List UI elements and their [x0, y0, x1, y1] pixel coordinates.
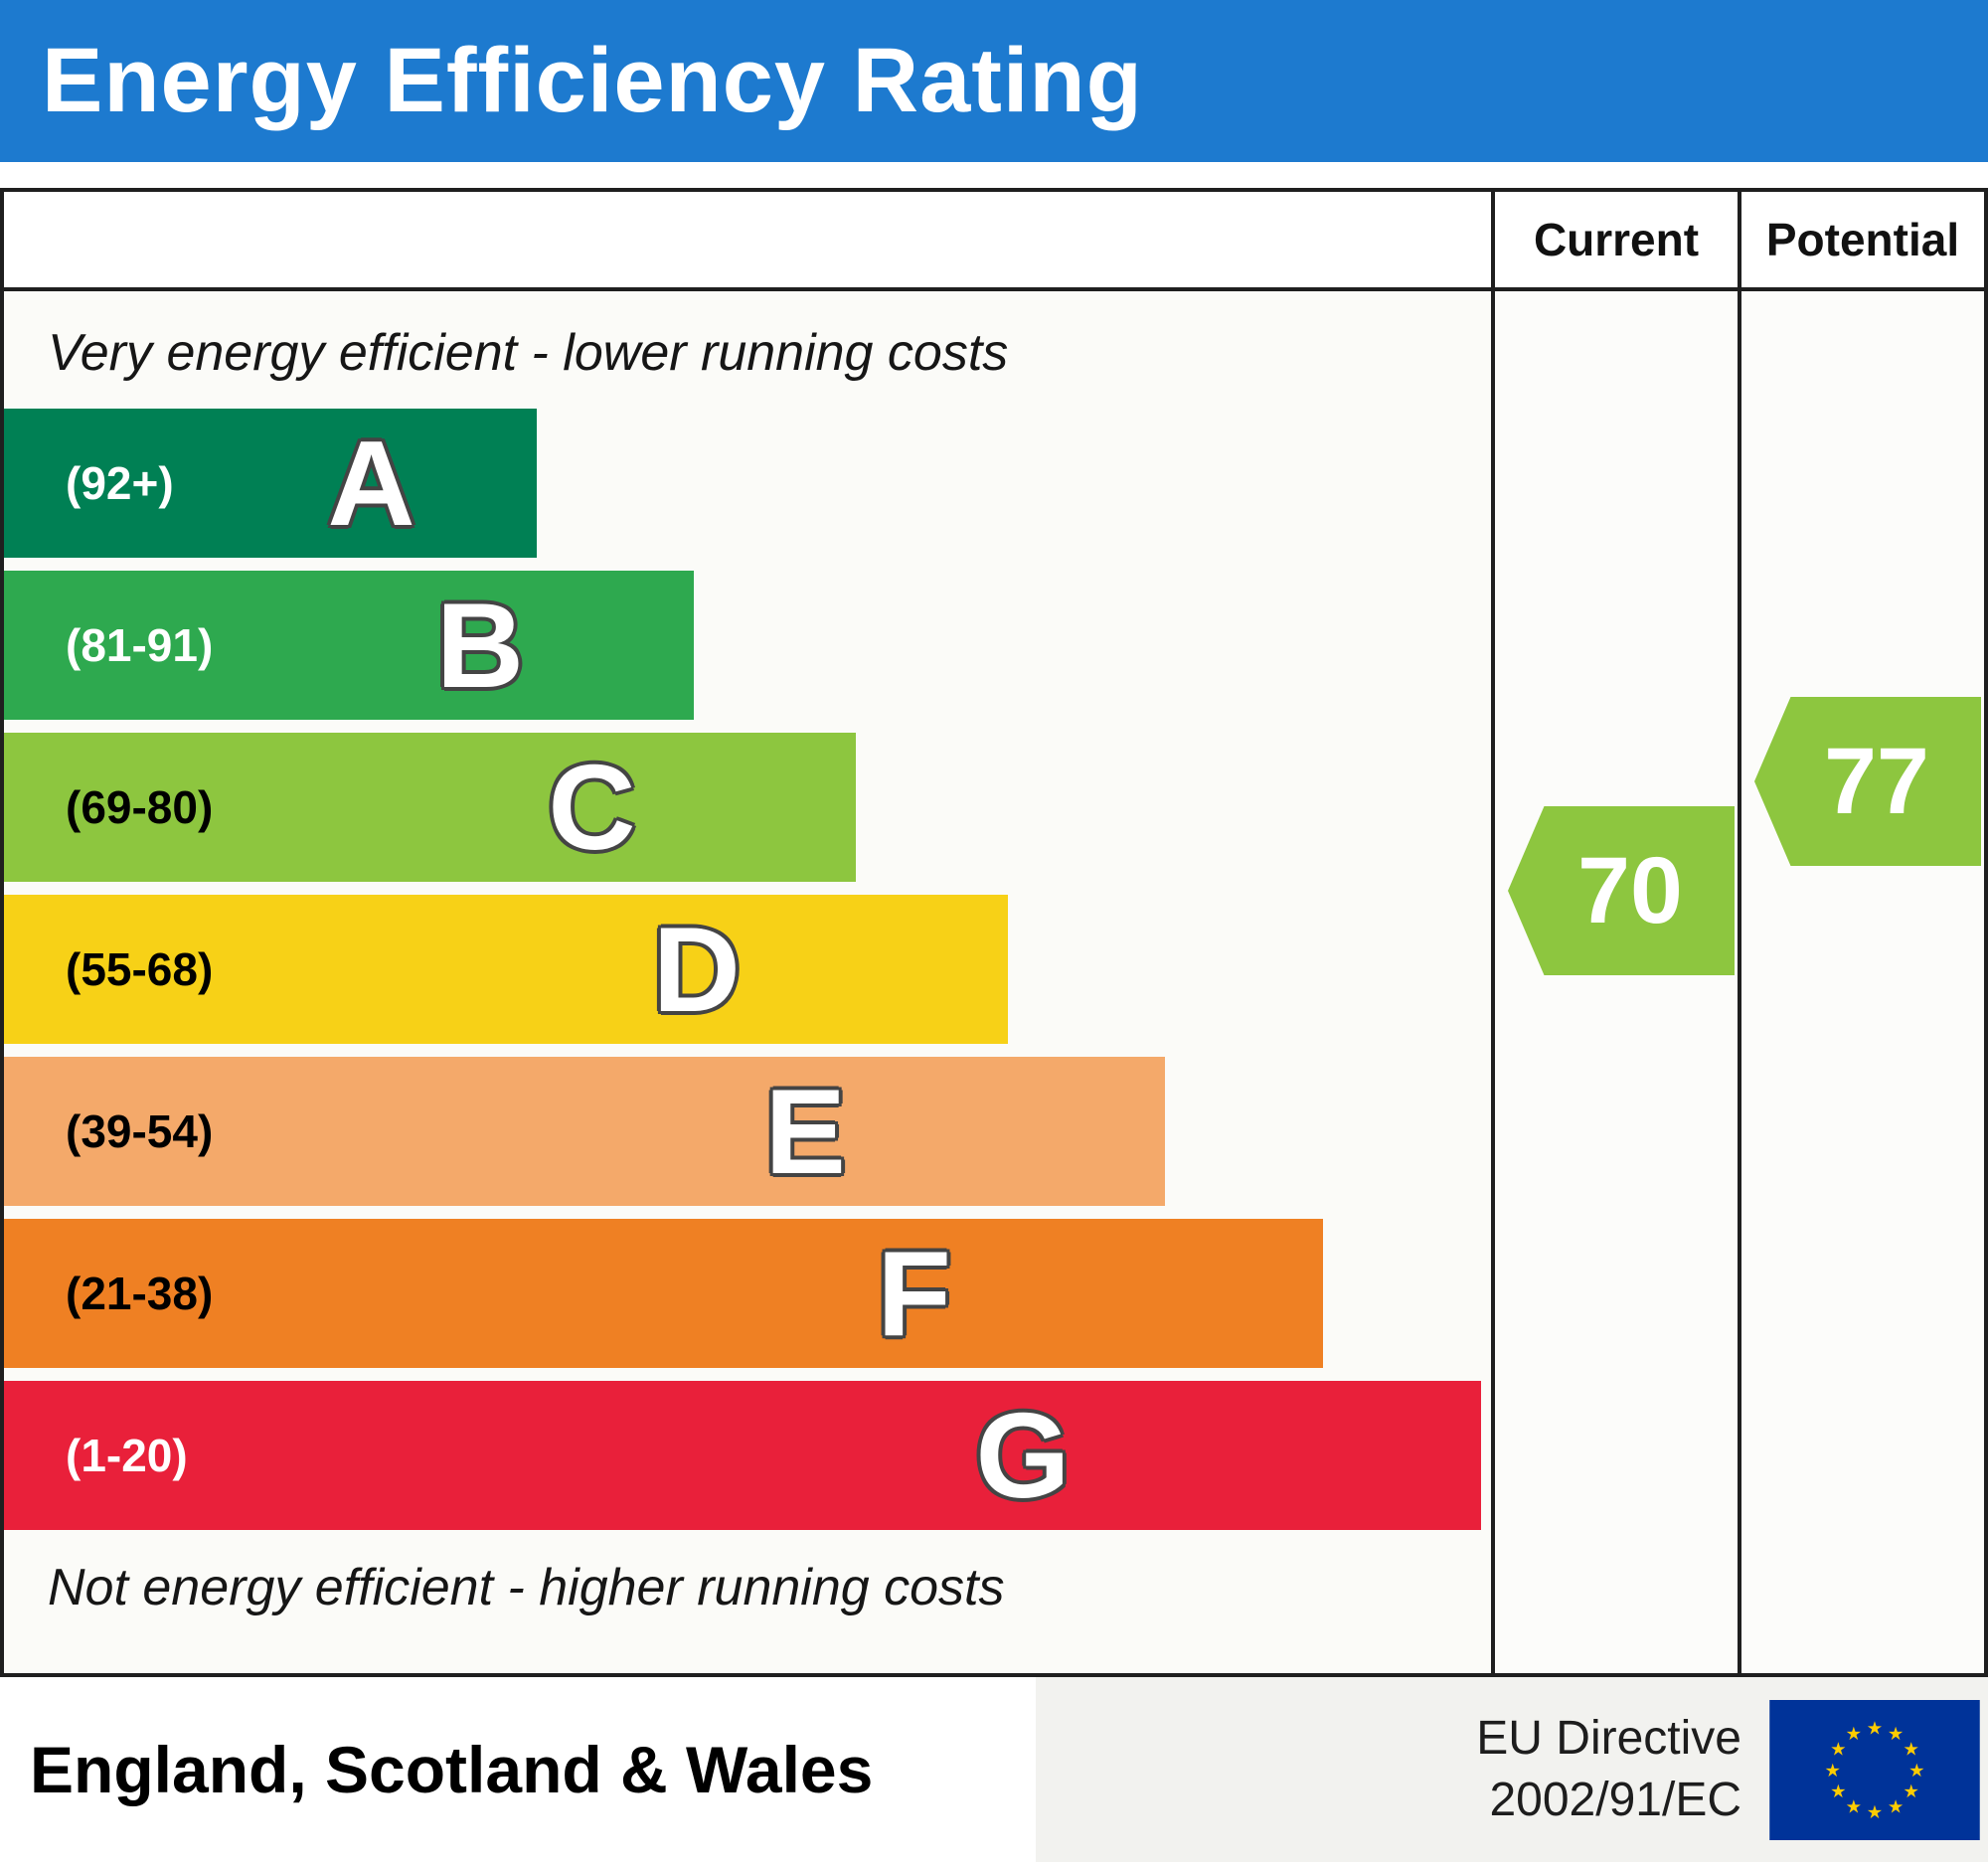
svg-text:★: ★ [1903, 1739, 1918, 1760]
potential-rating-value: 77 [1824, 728, 1929, 834]
band-b: (81-91) B [4, 571, 695, 720]
svg-text:★: ★ [1830, 1781, 1846, 1801]
band-c-range: (69-80) [66, 781, 214, 833]
band-e-range: (39-54) [66, 1105, 214, 1157]
svg-text:★: ★ [1867, 1718, 1883, 1739]
band-g-range: (1-20) [66, 1430, 188, 1481]
bands-area: Very energy efficient - lower running co… [4, 291, 1491, 1673]
footer-right: EU Directive 2002/91/EC ★ ★ ★ ★ ★ ★ ★ ★ … [1036, 1677, 1988, 1862]
band-b-letter: B [435, 578, 525, 713]
band-f-range: (21-38) [66, 1268, 214, 1319]
svg-text:★: ★ [1888, 1724, 1904, 1745]
rating-table: Current Potential Very energy efficient … [0, 188, 1988, 1677]
footer: England, Scotland & Wales EU Directive 2… [0, 1677, 1988, 1862]
band-a: (92+) A [4, 409, 537, 558]
svg-text:★: ★ [1846, 1796, 1862, 1817]
band-f: (21-38) F [4, 1219, 1323, 1368]
svg-text:★: ★ [1888, 1796, 1904, 1817]
band-a-letter: A [327, 416, 415, 551]
current-rating-value: 70 [1577, 837, 1683, 943]
region-label-wrap: England, Scotland & Wales [0, 1677, 1036, 1862]
band-d-letter: D [652, 902, 741, 1037]
page-title: Energy Efficiency Rating [42, 30, 1143, 131]
svg-text:★: ★ [1830, 1739, 1846, 1760]
top-note: Very energy efficient - lower running co… [48, 324, 1009, 382]
eu-flag-icon: ★ ★ ★ ★ ★ ★ ★ ★ ★ ★ ★ ★ [1769, 1699, 1980, 1840]
band-e-letter: E [764, 1064, 846, 1199]
band-b-range: (81-91) [66, 619, 214, 671]
title-bar: Energy Efficiency Rating [0, 0, 1988, 162]
svg-text:★: ★ [1903, 1781, 1918, 1801]
current-column: 70 [1491, 291, 1738, 1673]
eu-directive-line1: EU Directive [1476, 1711, 1741, 1765]
region-label: England, Scotland & Wales [30, 1733, 874, 1806]
potential-column-header: Potential [1738, 192, 1984, 287]
band-f-letter: F [877, 1226, 951, 1361]
svg-text:★: ★ [1824, 1760, 1840, 1781]
band-d: (55-68) D [4, 895, 1008, 1044]
table-header-row: Current Potential [4, 192, 1984, 291]
band-e: (39-54) E [4, 1057, 1166, 1206]
bottom-note: Not energy efficient - higher running co… [48, 1559, 1005, 1616]
eu-directive-line2: 2002/91/EC [1489, 1774, 1741, 1826]
potential-column: 77 [1738, 291, 1984, 1673]
current-column-header: Current [1491, 192, 1738, 287]
svg-text:★: ★ [1867, 1802, 1883, 1823]
potential-rating-arrow: 77 [1754, 697, 1981, 866]
eu-directive-label: EU Directive 2002/91/EC [1476, 1708, 1741, 1832]
band-a-range: (92+) [66, 457, 174, 509]
band-g-letter: G [975, 1388, 1071, 1523]
table-header-spacer [4, 192, 1491, 287]
svg-text:★: ★ [1908, 1760, 1924, 1781]
table-body: Very energy efficient - lower running co… [4, 291, 1984, 1673]
band-g: (1-20) G [4, 1381, 1481, 1530]
band-c: (69-80) C [4, 733, 857, 882]
band-c-letter: C [548, 740, 636, 875]
current-rating-arrow: 70 [1508, 806, 1735, 975]
band-d-range: (55-68) [66, 943, 214, 995]
svg-text:★: ★ [1846, 1724, 1862, 1745]
